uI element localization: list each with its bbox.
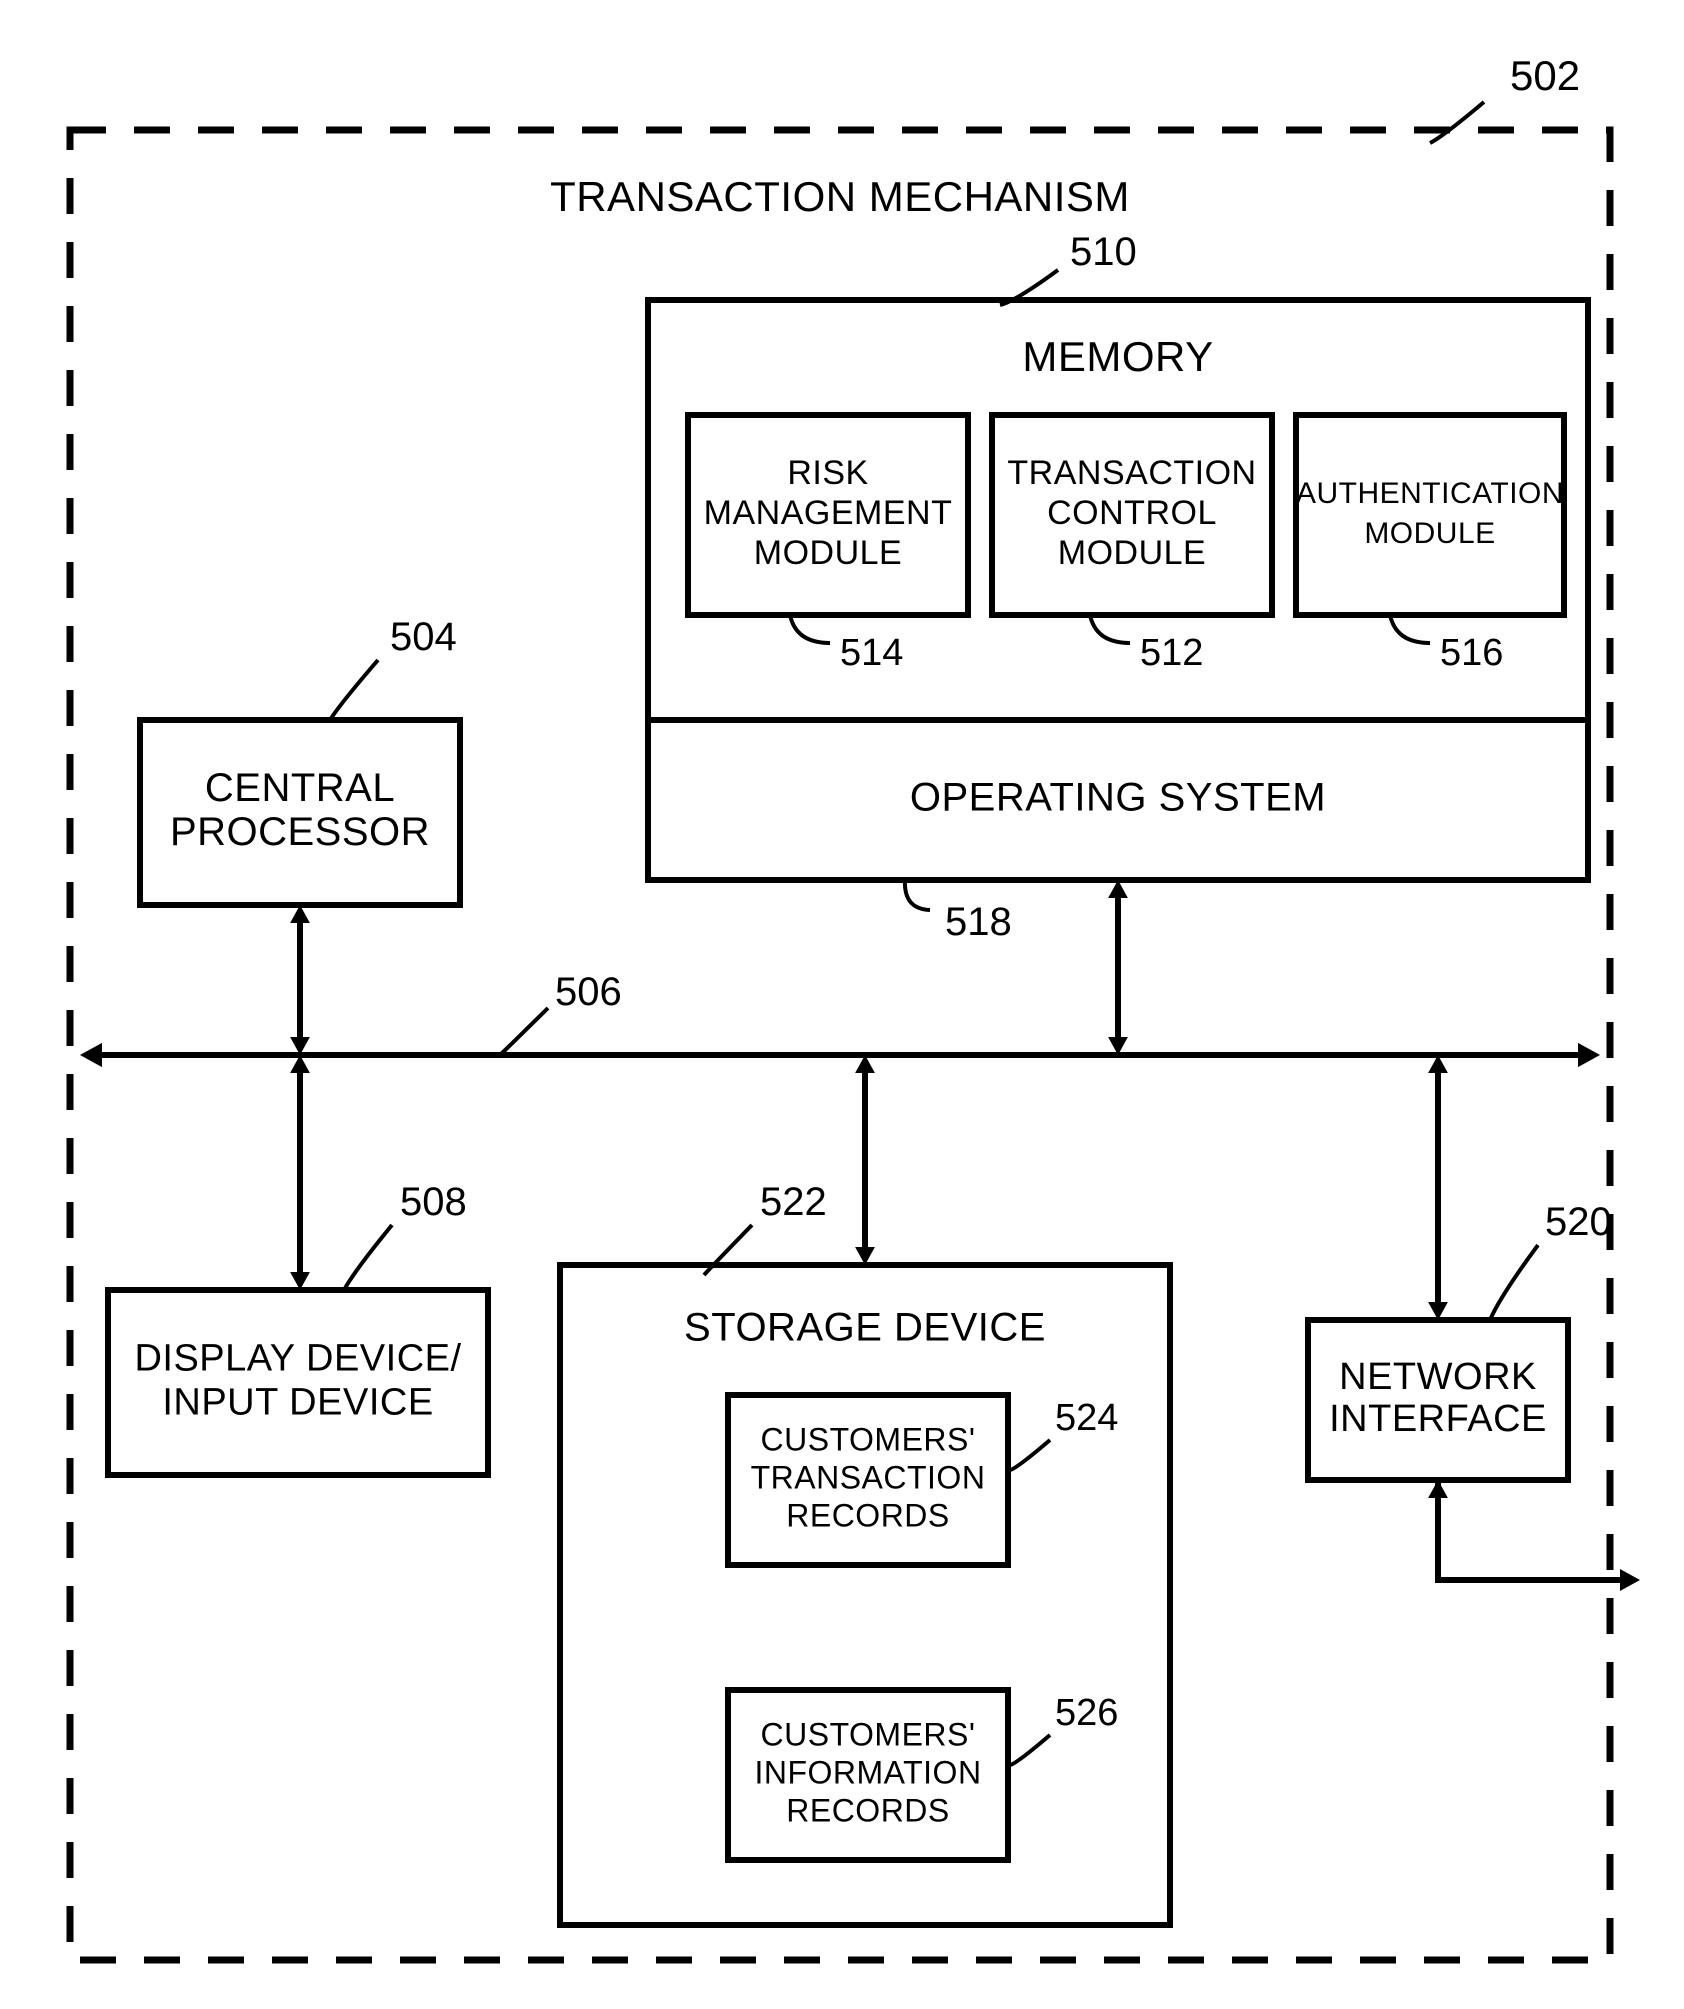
bus-ref: 506	[555, 970, 622, 1014]
module-txn-label: CONTROL	[1047, 494, 1217, 532]
display-ref: 508	[400, 1180, 467, 1224]
os-label: OPERATING SYSTEM	[910, 776, 1326, 820]
module-risk-label: RISK	[787, 454, 868, 492]
storage-txnrec-ref: 524	[1055, 1397, 1118, 1439]
bus-leader	[500, 1008, 548, 1055]
storage-txnrec-label: RECORDS	[786, 1497, 950, 1533]
module-risk-ref: 514	[840, 632, 903, 674]
diagram-title: TRANSACTION MECHANISM	[550, 173, 1130, 220]
network-ref: 520	[1545, 1200, 1612, 1244]
network-leader	[1490, 1245, 1538, 1320]
os-ref: 518	[945, 900, 1012, 944]
module-txn-label: MODULE	[1058, 534, 1206, 572]
module-auth	[1296, 415, 1564, 615]
storage-inforec-ref: 526	[1055, 1692, 1118, 1734]
cpu-label: CENTRAL	[205, 766, 395, 810]
storage-inforec-label: INFORMATION	[754, 1754, 981, 1790]
os-leader	[905, 880, 930, 910]
outer-ref: 502	[1510, 52, 1580, 99]
module-txn-ref: 512	[1140, 632, 1203, 674]
display-label: INPUT DEVICE	[162, 1382, 433, 1424]
cpu-leader	[330, 660, 378, 720]
storage-txnrec-label: TRANSACTION	[751, 1459, 986, 1495]
network-label: NETWORK	[1339, 1356, 1537, 1398]
module-risk-label: MODULE	[754, 534, 902, 572]
network-out	[1438, 1480, 1620, 1580]
display-label: DISPLAY DEVICE/	[134, 1338, 461, 1380]
cpu-label: PROCESSOR	[170, 810, 430, 854]
module-auth-label: MODULE	[1364, 517, 1495, 550]
storage-inforec-label: RECORDS	[786, 1792, 950, 1828]
storage-ref: 522	[760, 1180, 827, 1224]
memory-ref: 510	[1070, 230, 1137, 274]
module-auth-label: AUTHENTICATION	[1296, 477, 1564, 510]
arrow-head	[1578, 1043, 1600, 1067]
cpu-ref: 504	[390, 615, 457, 659]
network-label: INTERFACE	[1329, 1398, 1547, 1440]
memory-title: MEMORY	[1022, 333, 1213, 380]
storage-txnrec-label: CUSTOMERS'	[761, 1421, 976, 1457]
module-txn-label: TRANSACTION	[1007, 454, 1256, 492]
module-auth-ref: 516	[1440, 632, 1503, 674]
storage-title: STORAGE DEVICE	[684, 1306, 1046, 1350]
display-leader	[344, 1225, 392, 1290]
module-risk-label: MANAGEMENT	[704, 494, 953, 532]
arrow-head	[1620, 1569, 1640, 1591]
outer-leader	[1430, 102, 1484, 143]
storage-inforec-label: CUSTOMERS'	[761, 1716, 976, 1752]
arrow-head	[80, 1043, 102, 1067]
